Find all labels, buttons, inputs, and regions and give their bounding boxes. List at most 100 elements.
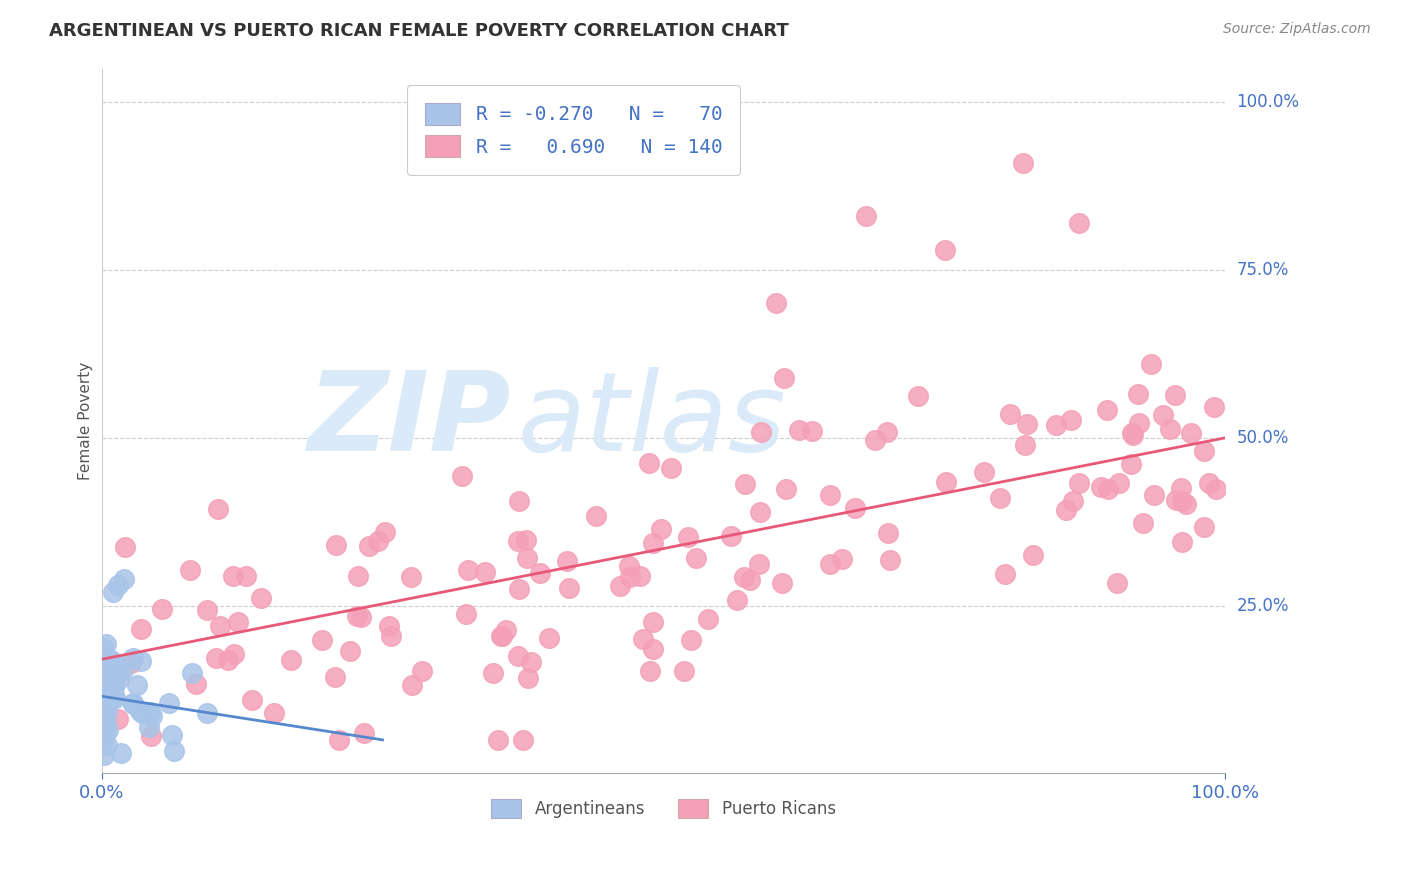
Point [516, 551, 538, 566]
Point [681, 633, 703, 648]
Point [179, 563, 201, 577]
Point [818, 488, 841, 502]
Point [907, 389, 929, 403]
Point [96, 703, 118, 717]
Point [1164, 388, 1187, 402]
Point [90, 686, 112, 700]
Point [411, 664, 433, 678]
Point [973, 466, 995, 480]
Point [205, 651, 228, 665]
Point [450, 468, 472, 483]
Point [195, 706, 218, 720]
Point [520, 655, 543, 669]
Point [131, 654, 153, 668]
Point [226, 615, 249, 630]
Point [1171, 535, 1194, 549]
Point [1128, 416, 1150, 430]
Point [100, 653, 122, 667]
Point [222, 648, 245, 662]
Point [91, 677, 114, 691]
Text: ARGENTINEAN VS PUERTO RICAN FEMALE POVERTY CORRELATION CHART: ARGENTINEAN VS PUERTO RICAN FEMALE POVER… [49, 22, 789, 40]
Point [818, 557, 841, 571]
Point [512, 732, 534, 747]
Point [160, 728, 183, 742]
Point [107, 578, 129, 592]
Point [879, 553, 901, 567]
Point [734, 477, 756, 491]
Point [740, 573, 762, 587]
Point [93, 684, 115, 698]
Point [659, 460, 682, 475]
Point [91, 700, 114, 714]
Point [515, 533, 537, 547]
Text: ZIP: ZIP [308, 368, 512, 475]
Point [114, 541, 136, 555]
Point [353, 726, 375, 740]
Point [844, 501, 866, 516]
Point [107, 666, 129, 681]
Point [749, 425, 772, 439]
Point [1067, 476, 1090, 491]
Point [877, 526, 900, 541]
Point [1012, 155, 1035, 169]
Point [235, 568, 257, 582]
Point [122, 651, 145, 665]
Point [555, 554, 578, 568]
Point [90, 701, 112, 715]
Point [129, 622, 152, 636]
Point [1140, 357, 1163, 371]
Point [481, 666, 503, 681]
Point [93, 701, 115, 715]
Point [631, 632, 654, 646]
Y-axis label: Female Poverty: Female Poverty [79, 362, 93, 480]
Point [1014, 438, 1036, 452]
Point [349, 610, 371, 624]
Point [328, 732, 350, 747]
Point [222, 569, 245, 583]
Point [93, 748, 115, 763]
Legend: Argentineans, Puerto Ricans: Argentineans, Puerto Ricans [485, 792, 842, 825]
Point [91, 692, 114, 706]
Point [96, 670, 118, 684]
Point [1170, 493, 1192, 508]
Point [325, 538, 347, 552]
Point [619, 570, 641, 584]
Point [628, 568, 651, 582]
Point [207, 501, 229, 516]
Point [643, 615, 665, 630]
Point [486, 732, 509, 747]
Point [1090, 480, 1112, 494]
Point [195, 603, 218, 617]
Point [129, 704, 152, 718]
Point [672, 664, 695, 678]
Point [1194, 519, 1216, 533]
Point [775, 482, 797, 496]
Point [641, 642, 664, 657]
Point [585, 508, 607, 523]
Point [122, 696, 145, 710]
Point [93, 729, 115, 743]
Point [800, 424, 823, 438]
Point [765, 296, 787, 310]
Point [773, 371, 796, 385]
Point [93, 656, 115, 670]
Point [91, 678, 114, 692]
Point [1121, 425, 1143, 440]
Point [491, 629, 513, 643]
Point [112, 572, 135, 586]
Point [98, 653, 121, 667]
Point [1097, 482, 1119, 496]
Point [1122, 428, 1144, 442]
Point [650, 522, 672, 536]
Point [94, 724, 117, 739]
Point [97, 662, 120, 676]
Point [508, 582, 530, 596]
Point [103, 689, 125, 703]
Point [855, 209, 877, 223]
Text: 75.0%: 75.0% [1237, 261, 1289, 279]
Point [506, 649, 529, 664]
Point [1202, 400, 1225, 414]
Point [103, 680, 125, 694]
Point [250, 591, 273, 606]
Point [529, 566, 551, 580]
